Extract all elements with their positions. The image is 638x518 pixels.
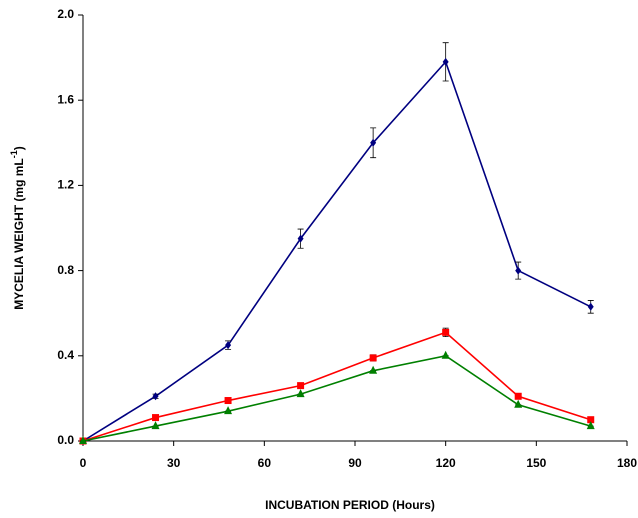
series-line — [82, 354, 591, 442]
marker — [441, 350, 450, 359]
y-tick-label: 0.4 — [57, 348, 74, 362]
marker — [296, 389, 305, 398]
marker — [297, 382, 305, 390]
y-tick-label: 1.6 — [57, 92, 74, 106]
marker — [369, 365, 378, 374]
y-tick-label: 1.2 — [57, 178, 74, 192]
x-tick-label: 90 — [348, 456, 362, 470]
x-tick-label: 60 — [258, 456, 272, 470]
marker — [514, 392, 522, 400]
x-tick-label: 150 — [526, 456, 546, 470]
marker — [297, 234, 304, 243]
x-tick-label: 180 — [617, 456, 637, 470]
x-axis-label: INCUBATION PERIOD (Hours) — [265, 498, 435, 512]
marker — [587, 416, 595, 424]
marker — [224, 397, 232, 405]
x-tick-label: 30 — [167, 456, 181, 470]
y-tick-label: 2.0 — [57, 7, 74, 21]
marker — [225, 341, 232, 350]
series-line — [82, 60, 592, 442]
marker — [152, 392, 159, 401]
marker — [442, 57, 449, 66]
marker — [369, 354, 377, 362]
y-tick-label: 0.8 — [57, 263, 74, 277]
y-label-sup: -1 — [9, 150, 19, 158]
marker — [151, 421, 160, 430]
y-axis-label: MYCELIA WEIGHT (mg mL-1) — [9, 146, 26, 310]
marker — [514, 399, 523, 408]
y-tick-label: 0.0 — [57, 433, 74, 447]
y-label-end: ) — [12, 146, 26, 150]
marker — [515, 266, 522, 275]
marker — [587, 302, 594, 311]
y-label-main: MYCELIA WEIGHT (mg mL — [12, 158, 26, 310]
marker — [586, 421, 595, 430]
marker — [79, 436, 87, 444]
marker — [442, 328, 450, 336]
marker — [152, 414, 160, 422]
series-line — [82, 331, 591, 442]
x-tick-label: 0 — [80, 456, 87, 470]
x-tick-label: 120 — [436, 456, 456, 470]
marker — [224, 406, 233, 415]
marker — [370, 138, 377, 147]
